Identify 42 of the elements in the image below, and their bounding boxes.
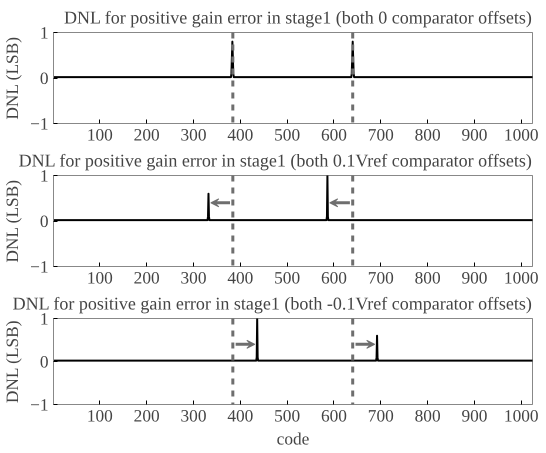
x-tick-label: 1000 bbox=[504, 268, 539, 288]
y-axis-title: DNL (LSB) bbox=[3, 320, 22, 404]
x-tick-label: 100 bbox=[86, 126, 113, 144]
x-tick-label: 200 bbox=[134, 268, 160, 288]
y-tick-label: −1 bbox=[30, 258, 48, 276]
y-axis-title: DNL (LSB) bbox=[3, 180, 22, 263]
x-tick-label: 600 bbox=[320, 406, 347, 426]
x-tick-label: 600 bbox=[320, 126, 347, 144]
x-tick-label: 800 bbox=[414, 268, 441, 288]
x-tick-label: 900 bbox=[461, 406, 488, 426]
y-tick-label: 1 bbox=[40, 24, 49, 42]
x-tick-label: 300 bbox=[180, 406, 207, 426]
x-tick-label: 600 bbox=[320, 268, 347, 288]
x-tick-label: 400 bbox=[227, 406, 254, 426]
y-tick-label: 0 bbox=[40, 212, 49, 231]
y-tick-label: −1 bbox=[30, 114, 48, 134]
x-tick-label: 100 bbox=[86, 268, 113, 288]
x-tick-label: 800 bbox=[414, 406, 441, 426]
x-tick-label: 1000 bbox=[504, 126, 539, 144]
x-tick-label: 900 bbox=[461, 126, 488, 144]
x-tick-label: 700 bbox=[368, 126, 394, 144]
x-tick-label: 500 bbox=[274, 268, 300, 288]
x-tick-label: 500 bbox=[274, 126, 300, 144]
x-tick-label: 1000 bbox=[504, 406, 539, 426]
x-tick-label: 400 bbox=[227, 268, 254, 288]
y-tick-label: −1 bbox=[30, 396, 48, 414]
x-tick-label: 200 bbox=[134, 406, 160, 426]
x-tick-label: 700 bbox=[368, 406, 394, 426]
x-tick-label: 200 bbox=[134, 126, 160, 144]
x-tick-label: 900 bbox=[461, 268, 488, 288]
x-tick-label: 800 bbox=[414, 126, 441, 144]
x-tick-label: 100 bbox=[86, 406, 113, 426]
x-tick-label: 300 bbox=[180, 126, 207, 144]
x-tick-label: 400 bbox=[227, 126, 254, 144]
chart-title: DNL for positive gain error in stage1 (both 0 comparator offsets) bbox=[64, 8, 532, 28]
x-tick-label: 700 bbox=[368, 268, 394, 288]
x-tick-label: 300 bbox=[180, 268, 207, 288]
x-axis-title: code bbox=[276, 430, 310, 448]
y-tick-label: 0 bbox=[40, 352, 49, 372]
x-tick-label: 500 bbox=[274, 406, 300, 426]
y-axis-title: DNL (LSB) bbox=[3, 36, 22, 120]
y-tick-label: 0 bbox=[40, 69, 49, 88]
